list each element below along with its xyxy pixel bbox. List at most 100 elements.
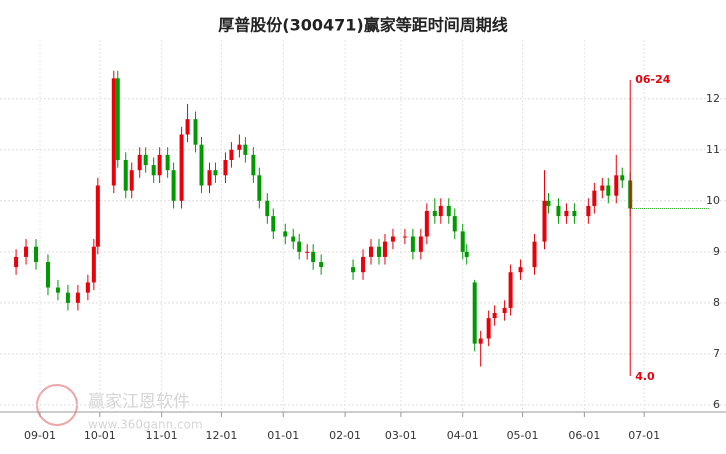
y-tick-label: 6 (713, 398, 720, 411)
candle-body (311, 251, 316, 263)
candle-body (508, 272, 513, 308)
cycle-date-label: 06-24 (635, 73, 671, 86)
candle-body (369, 246, 374, 257)
candle-body (91, 246, 96, 283)
y-tick-label: 10 (706, 194, 720, 207)
candle-body (438, 205, 443, 217)
watermark-url: www.360gann.com (88, 418, 203, 432)
candle-body (614, 175, 619, 196)
y-tick-label: 12 (706, 92, 720, 105)
candle-body (271, 216, 276, 232)
x-tick-label: 12-01 (205, 429, 237, 442)
candle-body (207, 170, 212, 186)
candle-body (564, 211, 569, 217)
candle-body (179, 134, 184, 201)
x-tick-label: 09-01 (24, 429, 56, 442)
candle-body (600, 185, 605, 191)
x-tick-label: 04-01 (447, 429, 479, 442)
candle-body (34, 246, 39, 263)
candle-body (620, 175, 625, 181)
candle-body (193, 119, 198, 145)
candle-body (464, 251, 469, 257)
candle-body (572, 211, 577, 217)
candle-body (243, 144, 248, 155)
candle-body (586, 205, 591, 217)
candle-body (376, 246, 381, 257)
candle-body (24, 246, 29, 257)
candle-body (606, 185, 611, 196)
candle-body (460, 231, 465, 252)
x-tick-label: 10-01 (84, 429, 116, 442)
x-tick-label: 07-01 (628, 429, 660, 442)
candle-body (432, 211, 437, 217)
x-tick-label: 06-01 (568, 429, 600, 442)
x-tick-label: 11-01 (146, 429, 178, 442)
chart-title: 厚普股份(300471)赢家等距时间周期线 (218, 16, 507, 35)
candle-body (157, 154, 162, 176)
candle-body (390, 236, 395, 242)
candle-body (319, 262, 324, 268)
candle-body (592, 190, 597, 206)
y-tick-label: 9 (713, 245, 720, 258)
candle-body (165, 154, 170, 171)
x-tick-label: 01-01 (267, 429, 299, 442)
candle-body (546, 200, 551, 206)
candle-body (542, 200, 547, 242)
candle-body (85, 282, 90, 293)
candle-body (143, 154, 148, 166)
candle-body (502, 307, 507, 314)
candle-body (478, 338, 483, 344)
x-tick-label: 02-01 (329, 429, 361, 442)
candle-body (518, 267, 523, 273)
candle-body (418, 236, 423, 252)
candle-body (137, 154, 142, 171)
candle-body (45, 262, 50, 288)
candle-body (185, 119, 190, 135)
candle-body (75, 292, 80, 303)
candle-body (199, 144, 204, 186)
candle-body (402, 236, 407, 238)
candle-body (65, 292, 70, 303)
y-tick-label: 7 (713, 347, 720, 360)
candle-body (446, 205, 451, 217)
candle-body (532, 241, 537, 268)
watermark-name: 赢家江恩软件 (88, 392, 190, 412)
candle-body (410, 236, 415, 252)
candle-body (486, 318, 491, 339)
candle-body (151, 165, 156, 176)
candle-body (123, 159, 128, 191)
y-tick-label: 11 (706, 143, 720, 156)
candle-body (361, 256, 366, 273)
cycle-value-label: 4.0 (635, 370, 655, 383)
candle-body (229, 149, 234, 160)
candle-body (305, 251, 310, 253)
y-tick-label: 8 (713, 296, 720, 309)
candle-body (424, 211, 429, 237)
candle-body (95, 185, 100, 247)
candle-body (251, 154, 256, 176)
candle-body (257, 175, 262, 201)
candle-body (283, 231, 288, 237)
watermark: 赢家江恩软件 www.360gann.com (36, 384, 203, 432)
x-tick-label: 03-01 (385, 429, 417, 442)
candle-body (111, 78, 116, 186)
candle-body (492, 313, 497, 319)
candle-body (382, 241, 387, 257)
candle-body (14, 256, 19, 268)
x-tick-label: 05-01 (507, 429, 539, 442)
candle-body (237, 144, 242, 150)
candle-body (213, 170, 218, 176)
candle-body (556, 205, 561, 217)
candle-body (129, 170, 134, 191)
candle-body (115, 78, 120, 160)
candle-body (265, 200, 270, 217)
candle-body (297, 241, 302, 252)
candle-body (452, 216, 457, 232)
candle-body (55, 287, 60, 293)
candle-body (351, 267, 356, 273)
candle-body (171, 170, 176, 201)
candle-body (223, 159, 228, 176)
candle-body (291, 236, 296, 242)
candle-body (472, 282, 477, 344)
